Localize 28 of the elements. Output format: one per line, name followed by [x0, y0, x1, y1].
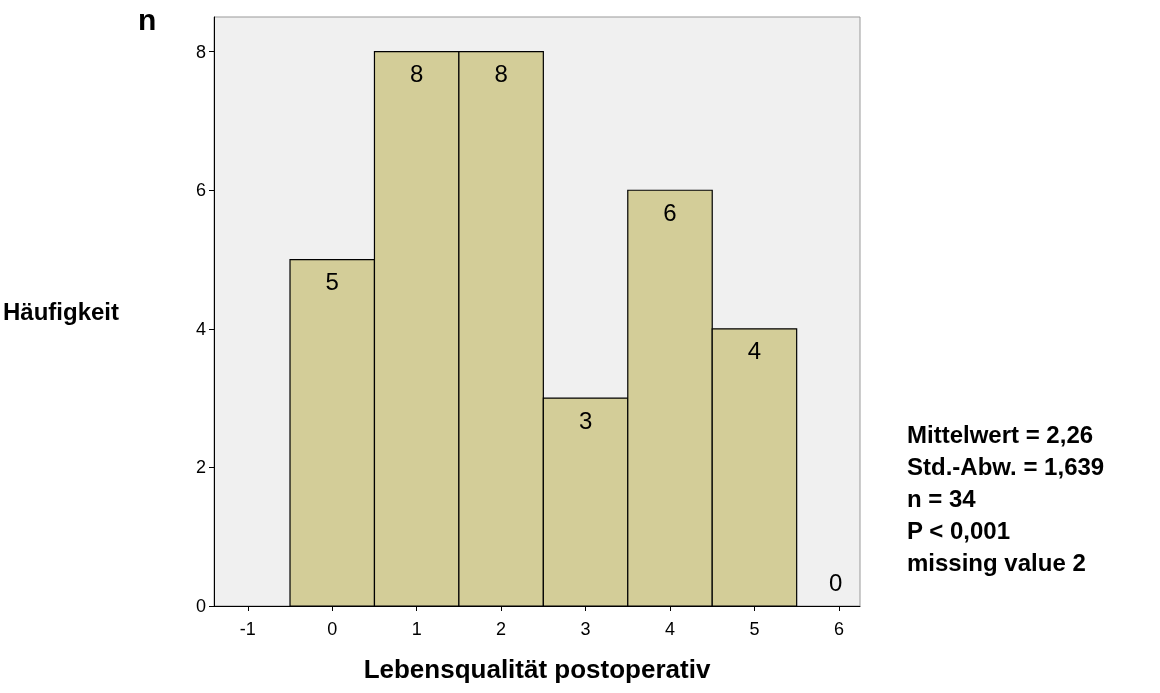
x-tick-label: 3 [580, 619, 591, 639]
y-tick-label: 8 [196, 41, 207, 62]
text: P < 0,001 [907, 516, 1010, 544]
text: n = 34 [907, 484, 977, 512]
x-tick-label: 6 [833, 619, 844, 639]
x-tick-label: 5 [749, 619, 760, 639]
annotation: 0 [829, 568, 843, 596]
data-label: 6 [663, 198, 677, 226]
text: missing value 2 [907, 548, 1086, 576]
y-tick-label: 6 [196, 180, 207, 201]
x-axis-title: Lebensqualität postoperativ [363, 654, 711, 684]
y-tick-label: 4 [196, 318, 207, 339]
text: n [138, 2, 157, 36]
data-label: 8 [410, 60, 424, 88]
x-tick-label: -1 [239, 619, 256, 639]
text: Std.-Abw. = 1,639 [907, 452, 1105, 480]
y-axis-title: Häufigkeit [3, 298, 120, 325]
y-tick-label: 0 [196, 596, 207, 616]
data-label: 3 [578, 406, 593, 434]
text: Mittelwert = 2,26 [907, 420, 1094, 448]
x-tick-label: 1 [411, 619, 422, 639]
y-tick-label: 2 [196, 457, 207, 478]
data-label: 5 [325, 268, 339, 296]
x-tick-label: 2 [496, 619, 507, 639]
x-tick-label: 0 [327, 619, 338, 639]
data-label: 8 [494, 60, 508, 88]
x-tick-label: 4 [665, 619, 676, 639]
data-label: 4 [747, 337, 762, 365]
